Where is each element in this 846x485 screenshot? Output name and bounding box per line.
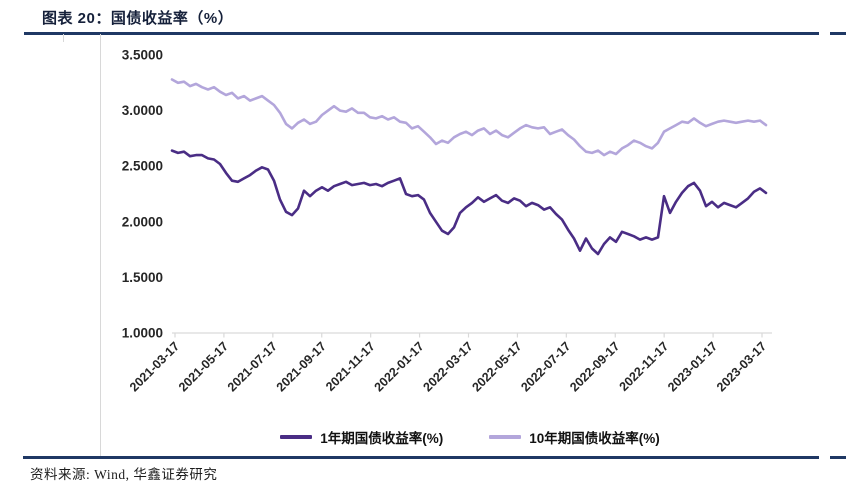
legend-line-10y-swatch	[489, 435, 522, 439]
chart-legend: 1年期国债收益率(%) 10年期国债收益率(%)	[172, 427, 768, 447]
x-tick-label: 2022-09-17	[567, 339, 622, 394]
source-note: 资料来源: Wind, 华鑫证券研究	[30, 467, 218, 482]
legend-line-1y-swatch	[280, 435, 313, 439]
bottom-divider-rule-fragment	[830, 456, 846, 459]
series-line-10y	[170, 78, 768, 157]
y-tick-label: 3.0000	[122, 103, 163, 118]
y-tick-label: 2.0000	[122, 214, 163, 229]
y-tick-label: 3.5000	[122, 48, 163, 63]
y-tick-label: 2.5000	[122, 159, 163, 174]
figure-title: 图表 20：国债收益率（%）	[42, 10, 234, 27]
x-tick-label: 2022-07-17	[518, 339, 573, 394]
x-tick-label: 2023-03-17	[714, 339, 769, 394]
x-tick-label: 2022-11-17	[617, 339, 672, 394]
series-line-1y	[170, 149, 768, 256]
x-tick-label: 2022-03-17	[421, 339, 476, 394]
legend-label-10y: 10年期国债收益率(%)	[529, 431, 660, 446]
y-tick-label: 1.0000	[122, 326, 163, 341]
legend-label-1y: 1年期国债收益率(%)	[320, 431, 444, 446]
x-tick-label: 2021-11-17	[323, 339, 378, 394]
x-tick-label: 2021-07-17	[225, 339, 280, 394]
table-vertical-border	[100, 34, 101, 456]
x-tick-label: 2022-01-17	[372, 339, 427, 394]
x-tick-label: 2021-09-17	[274, 339, 329, 394]
legend-item-1y: 1年期国债收益率(%)	[280, 427, 443, 447]
yield-chart-canvas: 3.50003.00002.50002.00001.50001.00002021…	[122, 48, 772, 394]
table-border-tick	[63, 34, 64, 42]
top-divider-rule-fragment	[830, 32, 846, 35]
x-tick-label: 2023-01-17	[665, 339, 720, 394]
x-tick-label: 2022-05-17	[469, 339, 524, 394]
legend-item-10y: 10年期国债收益率(%)	[489, 427, 660, 447]
x-tick-label: 2021-05-17	[176, 339, 231, 394]
x-tick-label: 2021-03-17	[127, 339, 182, 394]
bottom-divider-rule	[23, 456, 819, 459]
top-divider-rule	[24, 32, 819, 35]
yield-chart: 3.5000 3.0000 2.5000 2.0000 1.5000 1.0000 2021…	[122, 48, 772, 394]
y-tick-label: 1.5000	[122, 270, 163, 285]
